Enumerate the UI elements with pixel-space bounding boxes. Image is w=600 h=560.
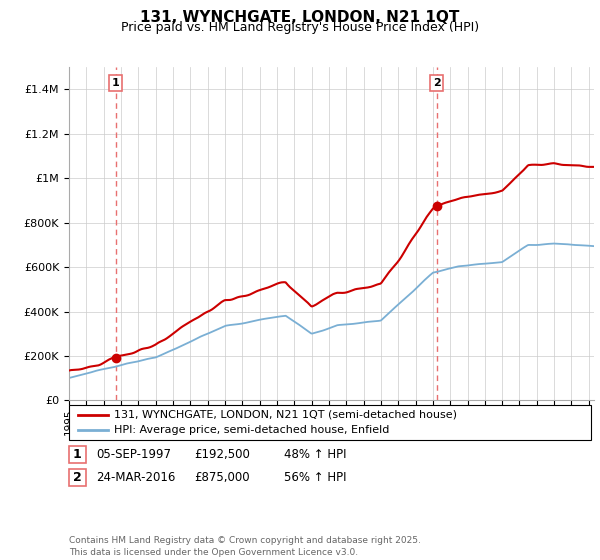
Text: 1: 1 bbox=[73, 448, 82, 461]
Text: 131, WYNCHGATE, LONDON, N21 1QT (semi-detached house): 131, WYNCHGATE, LONDON, N21 1QT (semi-de… bbox=[114, 409, 457, 419]
Text: 48% ↑ HPI: 48% ↑ HPI bbox=[284, 448, 346, 461]
Text: £192,500: £192,500 bbox=[194, 448, 250, 461]
Text: HPI: Average price, semi-detached house, Enfield: HPI: Average price, semi-detached house,… bbox=[114, 425, 389, 435]
Text: 1: 1 bbox=[112, 78, 119, 88]
Text: 131, WYNCHGATE, LONDON, N21 1QT: 131, WYNCHGATE, LONDON, N21 1QT bbox=[140, 10, 460, 25]
Text: £875,000: £875,000 bbox=[194, 470, 250, 484]
Text: 05-SEP-1997: 05-SEP-1997 bbox=[97, 448, 172, 461]
Text: 24-MAR-2016: 24-MAR-2016 bbox=[97, 470, 176, 484]
Text: 2: 2 bbox=[73, 470, 82, 484]
Text: Contains HM Land Registry data © Crown copyright and database right 2025.
This d: Contains HM Land Registry data © Crown c… bbox=[69, 536, 421, 557]
Text: 56% ↑ HPI: 56% ↑ HPI bbox=[284, 470, 346, 484]
Text: 2: 2 bbox=[433, 78, 441, 88]
Text: Price paid vs. HM Land Registry's House Price Index (HPI): Price paid vs. HM Land Registry's House … bbox=[121, 21, 479, 34]
